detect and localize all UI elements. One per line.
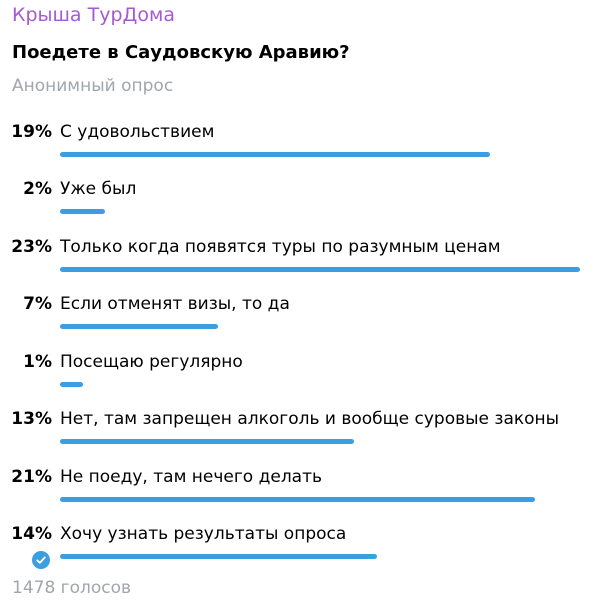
option-text: Только когда появятся туры по разумным ц… [60,237,501,257]
poll-option: 2% Уже был [0,179,600,229]
poll-option: 1% Посещаю регулярно [0,352,600,402]
option-text: С удовольствием [60,122,215,142]
option-result-bar [60,324,219,329]
option-text: Если отменят визы, то да [60,294,290,314]
poll-option: 21% Не поеду, там нечего делать [0,467,600,517]
option-result-bar [60,267,580,272]
option-text: Посещаю регулярно [60,352,243,372]
option-result-bar [60,439,354,444]
poll-option: 7% Если отменят визы, то да [0,294,600,344]
option-result-bar [60,209,106,214]
option-percent: 19% [11,122,52,142]
option-percent: 23% [11,237,52,257]
option-percent: 13% [11,409,52,429]
poll-option: 23% Только когда появятся туры по разумн… [0,237,600,287]
option-result-bar [60,554,377,559]
option-percent: 21% [11,467,52,487]
option-percent: 14% [11,524,52,544]
channel-name[interactable]: Крыша ТурДома [12,4,175,26]
poll-option: 19% С удовольствием [0,122,600,172]
option-text: Хочу узнать результаты опроса [60,524,347,544]
option-text: Нет, там запрещен алкоголь и вообще суро… [60,409,560,429]
poll-option: 13% Нет, там запрещен алкоголь и вообще … [0,409,600,459]
option-percent: 7% [23,294,52,314]
poll-question: Поедете в Саудовскую Аравию? [12,42,350,63]
poll-option-chosen: 14% Хочу узнать результаты опроса [0,524,600,574]
option-percent: 2% [23,179,52,199]
poll-type-label: Анонимный опрос [12,76,174,96]
option-percent: 1% [23,352,52,372]
option-result-bar [60,382,83,387]
votes-count: 1478 голосов [12,578,132,598]
option-result-bar [60,497,535,502]
option-text: Не поеду, там нечего делать [60,467,323,487]
option-result-bar [60,152,490,157]
check-circle-icon [32,551,50,569]
option-text: Уже был [60,179,137,199]
